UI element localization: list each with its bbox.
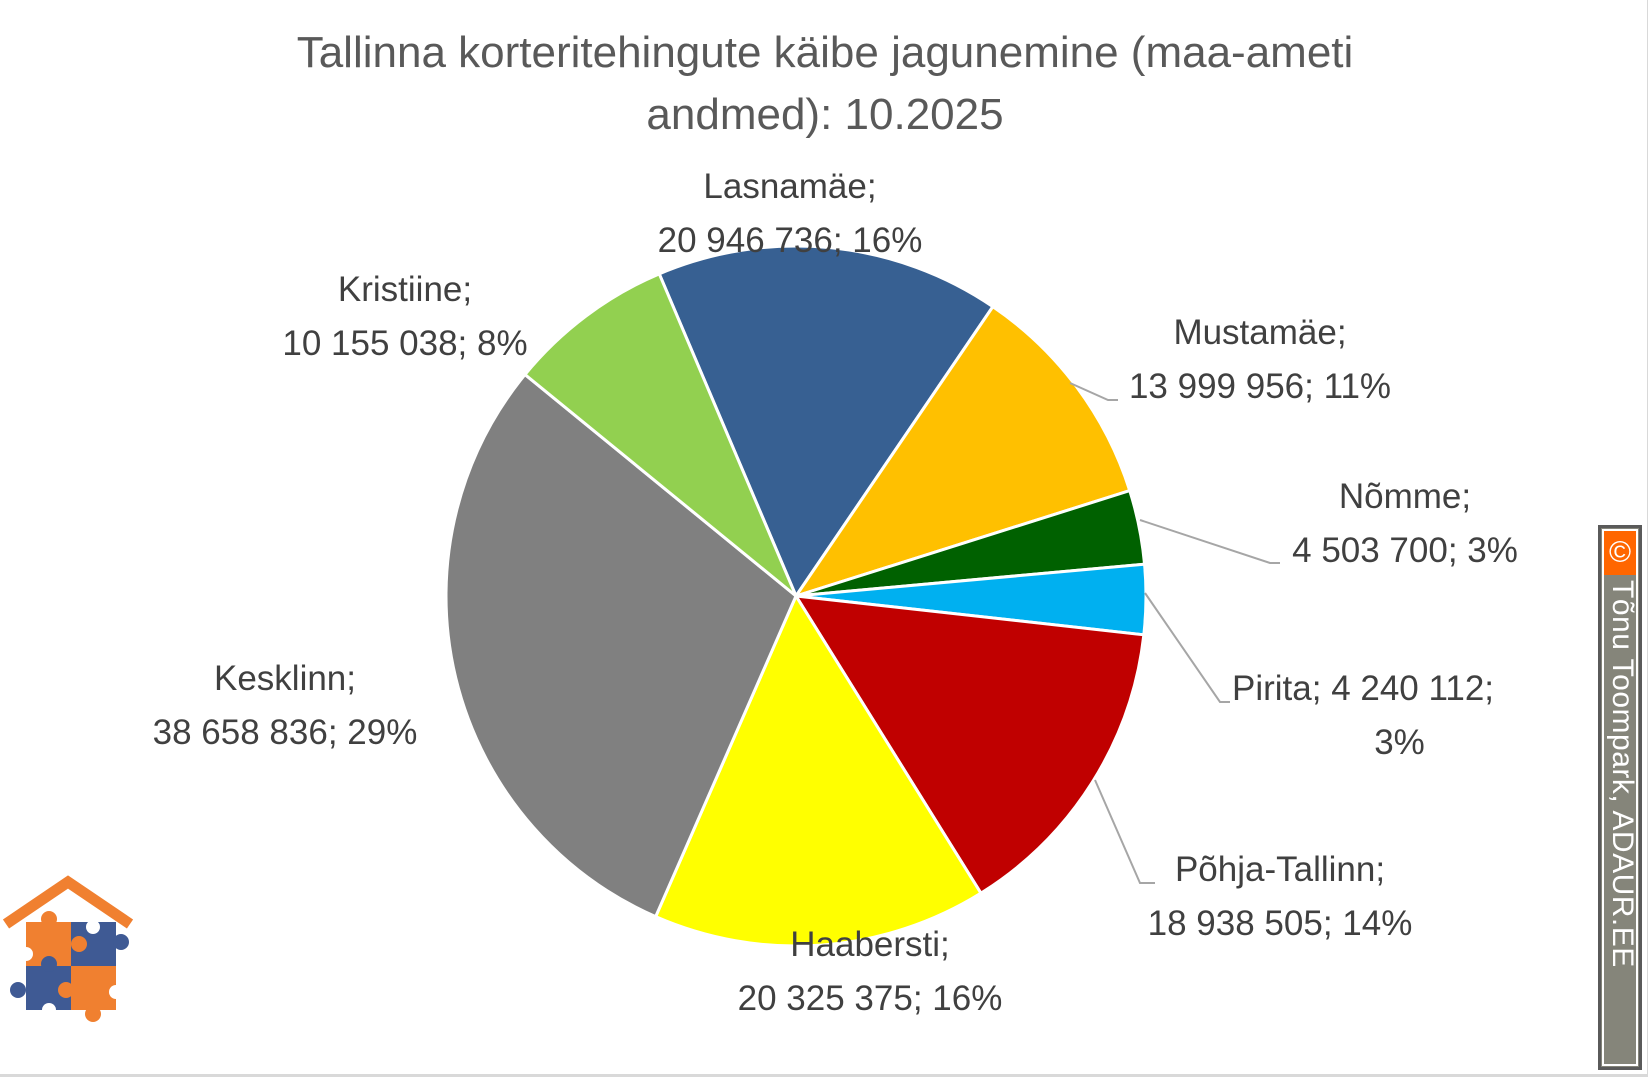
title-line-2: andmed): 10.2025 xyxy=(646,90,1004,139)
pie-slice-mustam-e xyxy=(792,304,1132,599)
label-kristiine: Kristiine; 10 155 038; 8% xyxy=(282,270,528,363)
title-line-1: Tallinna korteritehingute käibe jagunemi… xyxy=(296,28,1354,77)
label-mustamae: Mustamäe; 13 999 956; 11% xyxy=(1128,313,1392,406)
label-pohja-tallinn: Põhja-Tallinn; 18 938 505; 14% xyxy=(1147,850,1413,943)
pie-slice-kesklinn xyxy=(444,372,798,919)
pie-slices xyxy=(444,244,1148,948)
label-pirita: Pirita; 4 240 112; 3% xyxy=(1232,669,1495,762)
leader-line-pirita xyxy=(1144,592,1230,703)
chart-title: Tallinna korteritehingute käibe jagunemi… xyxy=(150,22,1500,146)
watermark-text: Tõnu Toompark, ADAUR.EE xyxy=(1606,580,1639,968)
copyright-icon: © xyxy=(1604,531,1636,575)
puzzle-house-logo-icon xyxy=(2,875,134,1022)
pie-slice-haabersti xyxy=(653,592,983,948)
pie-slice-p-hja-tallinn xyxy=(793,594,1146,896)
pie-slice-lasnam-e xyxy=(657,244,995,600)
pie-slice-kristiine xyxy=(522,271,798,598)
leader-line-mustamae xyxy=(1069,382,1118,401)
leader-lines xyxy=(1069,382,1280,884)
label-haabersti: Haabersti; 20 325 375; 16% xyxy=(737,925,1003,1018)
label-lasnamae: Lasnamäe; 20 946 736; 16% xyxy=(657,167,923,260)
label-kesklinn: Kesklinn; 38 658 836; 29% xyxy=(152,659,418,752)
leader-line-nomme xyxy=(1139,519,1280,564)
leader-line-pohja xyxy=(1094,779,1155,884)
copyright-watermark: © Tõnu Toompark, ADAUR.EE xyxy=(1598,525,1642,1070)
label-nomme: Nõmme; 4 503 700; 3% xyxy=(1292,477,1518,570)
